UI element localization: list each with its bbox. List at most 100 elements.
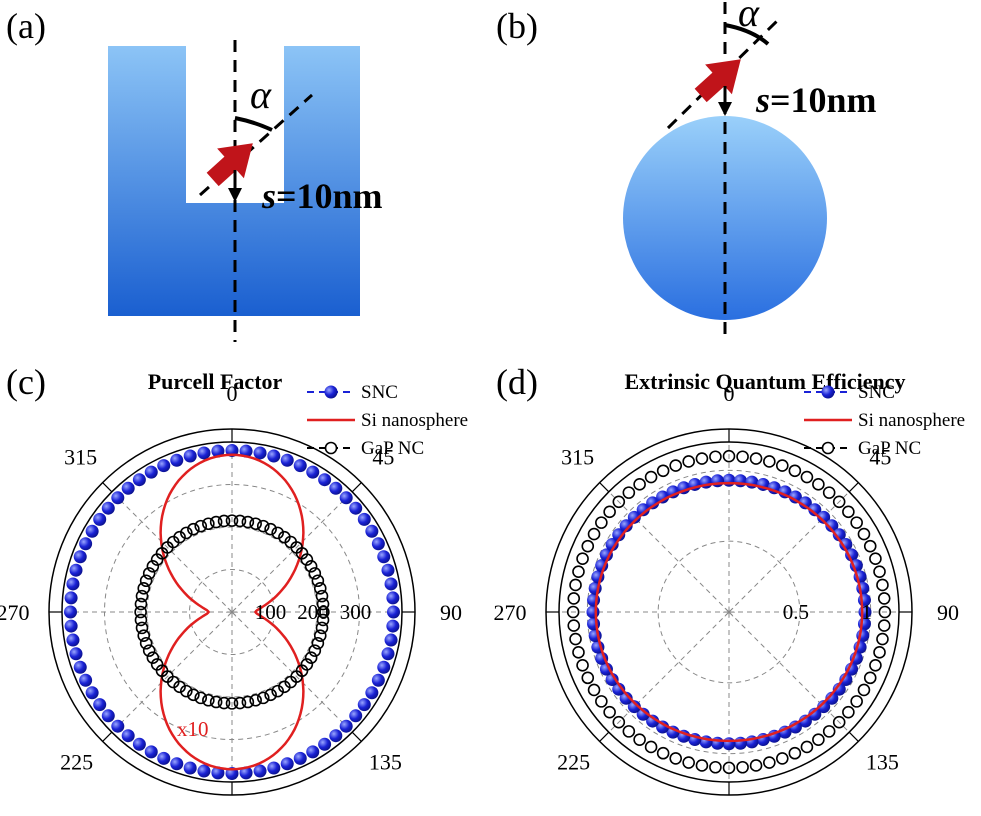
series-snc-point	[377, 550, 391, 564]
series-gap-point	[202, 517, 215, 531]
series-gap-point	[233, 514, 247, 528]
series-gap-point	[241, 695, 255, 709]
legend: SNC Si nanosphere GaP NC	[804, 382, 965, 459]
series-gap-point	[180, 526, 193, 540]
angle-label: 270	[494, 600, 527, 625]
series-snc-point	[318, 473, 332, 487]
series-gap-point	[749, 452, 763, 465]
series-snc-point	[121, 481, 135, 495]
angle-label: 0	[724, 381, 735, 406]
radial-gridline	[728, 611, 850, 733]
series-gap-point	[137, 629, 151, 642]
series-snc-point	[239, 766, 253, 780]
series-snc-point	[211, 766, 225, 780]
series-snc-point	[132, 473, 146, 487]
series-snc-point	[293, 459, 307, 473]
series-snc-point	[170, 757, 184, 771]
series-snc-point	[605, 672, 619, 686]
series-snc-point	[111, 491, 125, 505]
series-gap-point	[775, 459, 789, 472]
series-snc-point	[808, 707, 822, 721]
series-gap-point	[644, 740, 658, 754]
series-snc-point	[798, 714, 812, 728]
series-gap-point	[567, 619, 581, 632]
series-gap-point	[271, 526, 284, 540]
series-snc-point	[211, 444, 225, 458]
series-snc-point	[69, 563, 83, 577]
series-gap-point	[576, 552, 589, 566]
series-snc-point	[197, 764, 211, 778]
series-gap-point	[217, 696, 231, 710]
series-gap-point	[763, 455, 776, 468]
series-gap-point	[256, 519, 270, 533]
series-snc-point	[349, 501, 363, 515]
series-gap-point	[209, 515, 223, 529]
series-snc-point	[64, 619, 78, 633]
series-snc-point	[280, 757, 294, 771]
series-gap-point	[241, 515, 255, 529]
series-snc-point	[377, 660, 391, 674]
series-gap-point	[566, 605, 580, 619]
angle-label: 225	[557, 749, 590, 774]
series-snc-point	[239, 444, 253, 458]
panel-a: (a) α s=10nm	[6, 6, 383, 342]
angle-label: 225	[60, 749, 93, 774]
distance-label: s=10nm	[755, 80, 877, 120]
series-snc-point	[627, 510, 641, 524]
panel-a-label: (a)	[6, 6, 46, 46]
series-gap-point	[317, 605, 330, 619]
distance-arrowhead-icon	[228, 188, 242, 202]
series-gap-point	[311, 574, 325, 588]
series-snc-point	[132, 737, 146, 751]
series-snc-point	[386, 591, 400, 605]
series-snc-point	[253, 764, 267, 778]
legend: SNC Si nanosphere GaP NC	[307, 382, 468, 459]
series-snc-point	[267, 449, 281, 463]
series-snc-point	[371, 673, 385, 687]
series-gap-point	[633, 733, 646, 746]
radial-gridline	[608, 611, 730, 733]
series-gap-point	[264, 688, 277, 702]
series-gap-point	[300, 553, 314, 566]
series-snc-point	[183, 449, 197, 463]
series-gap-point	[656, 746, 670, 760]
series-snc-point	[839, 538, 853, 552]
series-gap-point	[134, 613, 148, 627]
angle-label: 315	[561, 445, 594, 470]
series-gap-point	[869, 552, 882, 566]
series-gap-point	[180, 684, 193, 698]
angle-tick	[599, 731, 610, 742]
series-si-line	[594, 481, 864, 743]
angle-label: 315	[64, 445, 97, 470]
series-snc-point	[318, 737, 332, 751]
chart-title: Purcell Factor	[148, 369, 283, 394]
alpha-arc	[724, 23, 770, 46]
series-snc-point	[329, 729, 343, 743]
series-gap-point	[187, 688, 200, 702]
series-snc-point	[384, 577, 398, 591]
series-snc-point	[253, 446, 267, 460]
series-gap-point	[736, 760, 749, 774]
legend-label: SNC	[858, 382, 895, 403]
series-snc-point	[627, 700, 641, 714]
angle-tick	[351, 482, 362, 493]
angle-label: 135	[866, 749, 899, 774]
series-gap-point	[863, 671, 877, 685]
series-snc-point	[636, 707, 650, 721]
angle-tick	[848, 482, 859, 493]
series-gap-point	[233, 696, 247, 710]
series-gap-point	[850, 695, 863, 708]
series-gap-point	[622, 486, 636, 499]
series-snc-point	[101, 501, 115, 515]
series-gap-point	[812, 733, 825, 746]
alpha-symbol: α	[738, 0, 760, 35]
series-gap-point	[832, 715, 846, 729]
angle-label: 0	[227, 381, 238, 406]
series-gap-point	[313, 629, 327, 642]
series-gap-point	[142, 644, 156, 657]
series-gap-point	[695, 759, 709, 772]
series-snc-point	[79, 537, 93, 551]
series-snc-point	[599, 662, 613, 676]
radial-tick-label: 200	[297, 600, 329, 624]
